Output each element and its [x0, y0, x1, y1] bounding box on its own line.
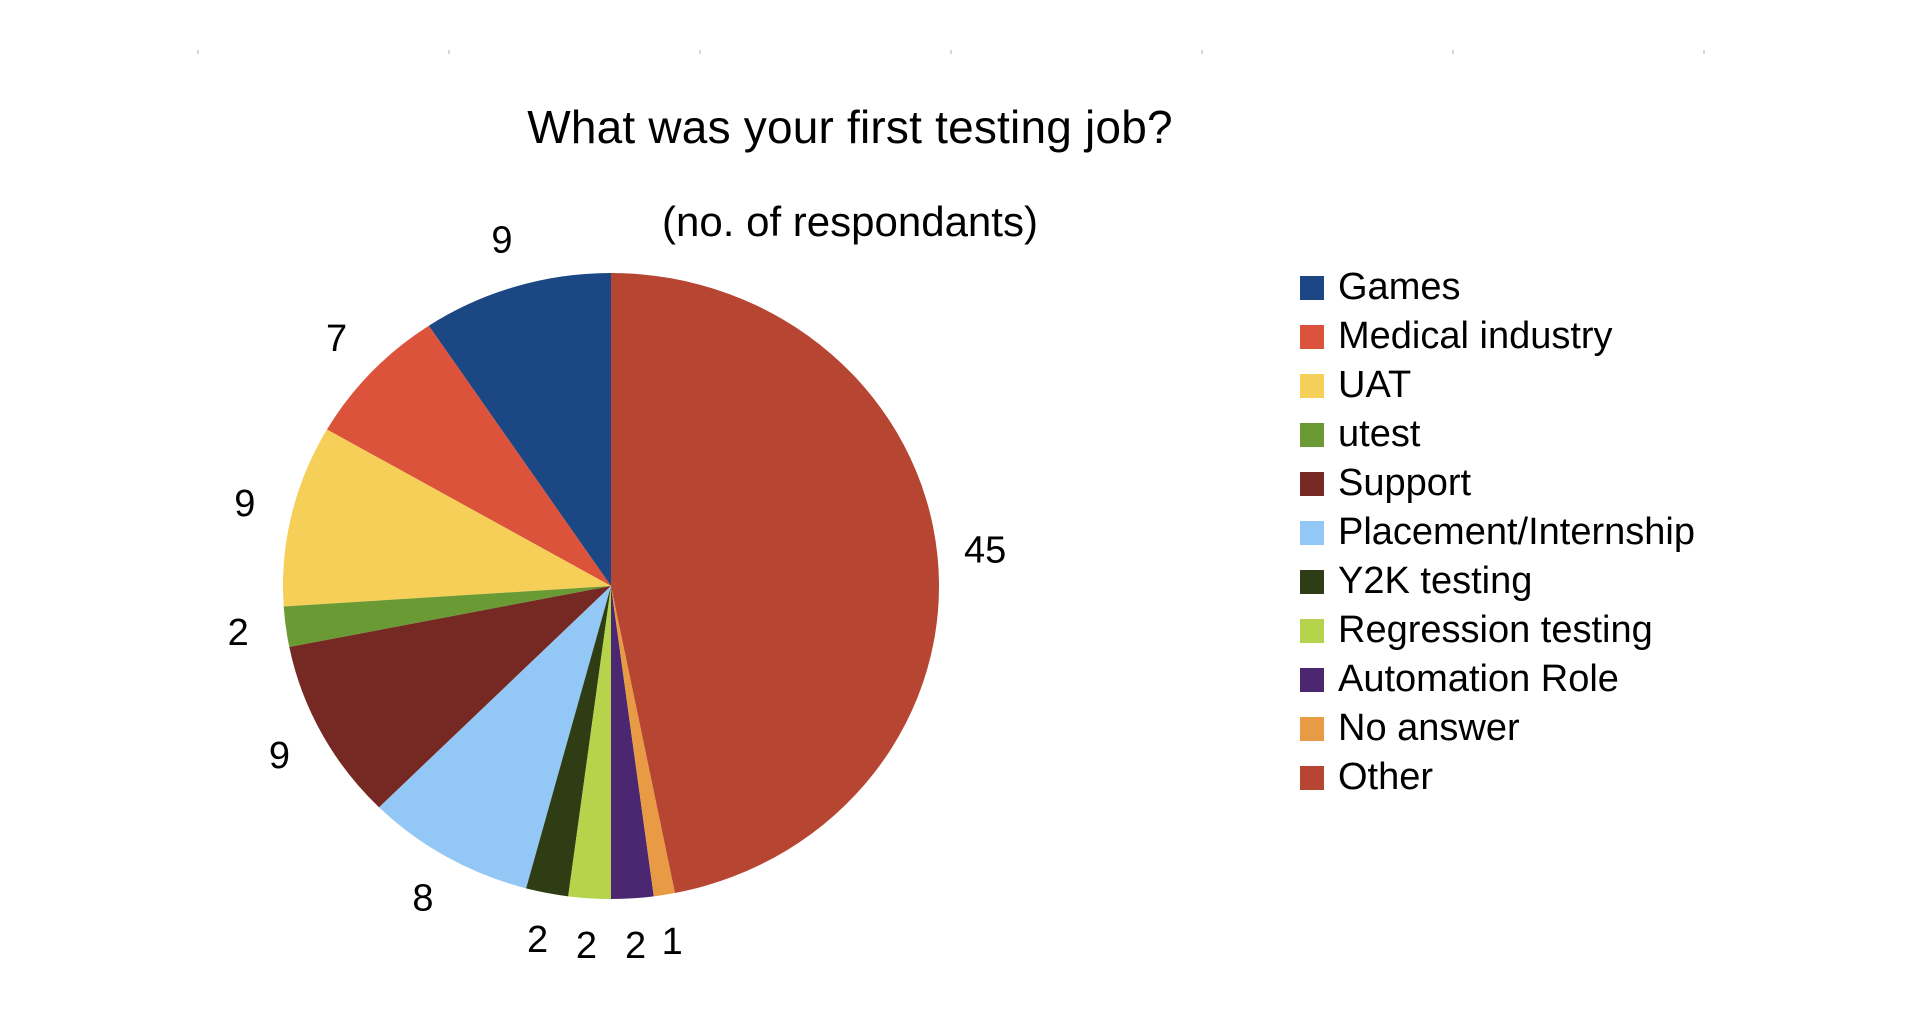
pie-slice-no-answer: [611, 586, 675, 897]
legend-label: Placement/Internship: [1338, 511, 1695, 553]
legend-swatch: [1300, 618, 1324, 643]
data-label: 2: [576, 925, 597, 967]
pie-slice-automation-role: [611, 586, 654, 899]
legend-label: utest: [1338, 413, 1421, 455]
chart-legend: Games Medical industry UAT utest Support Plac…: [1300, 263, 1900, 802]
data-label: 2: [228, 612, 249, 654]
divider-dot: [448, 50, 450, 54]
data-label: 2: [625, 925, 646, 967]
legend-swatch: [1300, 667, 1324, 692]
chart-title: What was your first testing job?: [527, 101, 1173, 153]
divider-dot: [1452, 50, 1454, 54]
legend-label: UAT: [1338, 364, 1412, 406]
legend-label: Y2K testing: [1338, 560, 1533, 602]
divider-dot: [1201, 50, 1203, 54]
pie-slice-regression-testing: [568, 586, 611, 899]
legend-swatch: [1300, 520, 1324, 545]
legend-item: Placement/Internship: [1300, 508, 1900, 557]
legend-item: Support: [1300, 459, 1900, 508]
data-label: 9: [234, 483, 255, 525]
legend-item: Games: [1300, 263, 1900, 312]
divider-dot: [197, 50, 199, 54]
legend-item: Medical industry: [1300, 312, 1900, 361]
legend-swatch: [1300, 716, 1324, 741]
pie-slice-placement-internship: [379, 586, 611, 889]
divider-dot: [950, 50, 952, 54]
data-label: 2: [527, 919, 548, 961]
pie-slice-games: [428, 273, 611, 586]
legend-label: No answer: [1338, 707, 1520, 749]
legend-item: utest: [1300, 410, 1900, 459]
pie-slice-other: [611, 273, 940, 893]
data-label: 45: [964, 530, 1006, 572]
divider-dot: [1703, 50, 1705, 54]
legend-swatch: [1300, 275, 1324, 300]
chart-subtitle: (no. of respondants): [662, 198, 1038, 245]
legend-label: Support: [1338, 462, 1472, 504]
legend-item: Other: [1300, 753, 1900, 802]
legend-item: Regression testing: [1300, 606, 1900, 655]
pie-slice-support: [289, 586, 611, 808]
legend-label: Other: [1338, 756, 1434, 798]
legend-swatch: [1300, 324, 1324, 349]
data-label: 1: [662, 921, 683, 963]
data-label: 8: [412, 878, 433, 920]
legend-label: Automation Role: [1338, 658, 1619, 700]
legend-swatch: [1300, 373, 1324, 398]
legend-swatch: [1300, 765, 1324, 790]
pie-slice-utest: [283, 586, 611, 648]
legend-swatch: [1300, 471, 1324, 496]
data-label: 7: [326, 318, 347, 360]
legend-label: Regression testing: [1338, 609, 1653, 651]
legend-item: Y2K testing: [1300, 557, 1900, 606]
legend-item: No answer: [1300, 704, 1900, 753]
legend-label: Medical industry: [1338, 315, 1613, 357]
legend-label: Games: [1338, 266, 1461, 308]
pie-slice-y2k-testing: [526, 586, 611, 897]
legend-swatch: [1300, 422, 1324, 447]
data-label: 9: [269, 735, 290, 777]
divider-dot: [699, 50, 701, 54]
data-label: 9: [491, 220, 512, 262]
legend-item: UAT: [1300, 361, 1900, 410]
legend-item: Automation Role: [1300, 655, 1900, 704]
legend-swatch: [1300, 569, 1324, 594]
pie-slice-medical-industry: [326, 325, 611, 586]
pie-slice-uat: [282, 429, 611, 607]
